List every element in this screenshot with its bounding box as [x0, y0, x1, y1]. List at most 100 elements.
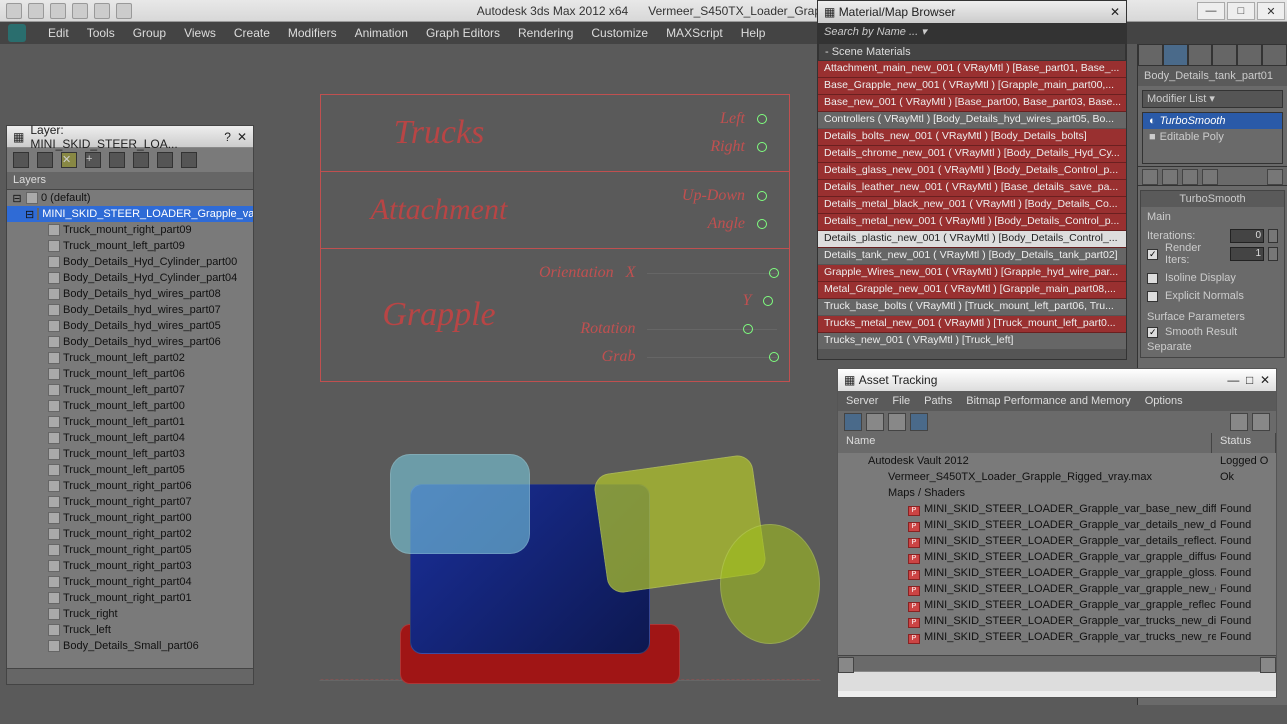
rig-knob[interactable] — [757, 114, 767, 124]
layer-row[interactable]: Truck_mount_left_part06 — [7, 366, 253, 382]
rig-knob[interactable] — [757, 142, 767, 152]
material-row[interactable]: Grapple_Wires_new_001 ( VRayMtl ) [Grapp… — [818, 265, 1126, 282]
asset-menu-item[interactable]: File — [892, 395, 910, 407]
col-status[interactable]: Status — [1212, 433, 1276, 453]
asset-row[interactable]: PMINI_SKID_STEER_LOADER_Grapple_var_grap… — [838, 565, 1276, 581]
material-row[interactable]: Trucks_metal_new_001 ( VRayMtl ) [Truck_… — [818, 316, 1126, 333]
material-row[interactable]: Details_glass_new_001 ( VRayMtl ) [Body_… — [818, 163, 1126, 180]
material-list[interactable]: Attachment_main_new_001 ( VRayMtl ) [Bas… — [818, 61, 1126, 357]
tab-motion[interactable] — [1212, 44, 1237, 66]
modifier-stack[interactable]: ◐ TurboSmooth ■ Editable Poly — [1142, 112, 1283, 164]
smooth-result-checkbox[interactable] — [1147, 327, 1158, 338]
layer-tool-button[interactable] — [13, 152, 29, 168]
menu-item[interactable]: Animation — [355, 26, 408, 40]
spinner-arrows[interactable] — [1268, 229, 1278, 243]
close-button[interactable]: ✕ — [1257, 2, 1285, 20]
material-row[interactable]: Details_metal_black_new_001 ( VRayMtl ) … — [818, 197, 1126, 214]
material-row[interactable]: Base_Grapple_new_001 ( VRayMtl ) [Grappl… — [818, 78, 1126, 95]
layer-row[interactable]: Truck_mount_right_part02 — [7, 526, 253, 542]
help-icon[interactable]: ? — [224, 130, 231, 144]
asset-tracking-title[interactable]: ▦ Asset Tracking — □ ✕ — [838, 369, 1276, 391]
asset-menu-item[interactable]: Server — [846, 395, 878, 407]
menu-item[interactable]: Rendering — [518, 26, 573, 40]
rollout-title[interactable]: TurboSmooth — [1141, 191, 1284, 207]
asset-row[interactable]: PMINI_SKID_STEER_LOADER_Grapple_var_grap… — [838, 581, 1276, 597]
qat-button[interactable] — [94, 3, 110, 19]
material-row[interactable]: Controllers ( VRayMtl ) [Body_Details_hy… — [818, 112, 1126, 129]
layer-hscroll[interactable] — [7, 668, 253, 684]
material-search[interactable]: Search by Name ... ▾ — [818, 23, 1126, 43]
layer-row[interactable]: Body_Details_Small_part06 — [7, 638, 253, 654]
modifier-row[interactable]: ◐ TurboSmooth — [1143, 113, 1282, 129]
layer-row[interactable]: Truck_mount_left_part03 — [7, 446, 253, 462]
layer-tree[interactable]: ⊟0 (default)⊟MINI_SKID_STEER_LOADER_Grap… — [7, 190, 253, 668]
menu-item[interactable]: Create — [234, 26, 270, 40]
layer-row[interactable]: ⊟0 (default) — [7, 190, 253, 206]
asset-list[interactable]: Autodesk Vault 2012Logged OVermeer_S450T… — [838, 453, 1276, 655]
rig-slider[interactable] — [647, 357, 777, 358]
rig-slider[interactable] — [647, 329, 777, 330]
stack-tool-button[interactable] — [1142, 169, 1158, 185]
layer-tool-button[interactable] — [133, 152, 149, 168]
minimize-button[interactable]: — — [1197, 2, 1225, 20]
maximize-button[interactable]: □ — [1227, 2, 1255, 20]
menu-item[interactable]: Modifiers — [288, 26, 337, 40]
layer-row[interactable]: Truck_mount_left_part09 — [7, 238, 253, 254]
layer-panel-title[interactable]: ▦Layer: MINI_SKID_STEER_LOA... ? ✕ — [7, 126, 253, 148]
asset-menu-item[interactable]: Paths — [924, 395, 952, 407]
layer-row[interactable]: Truck_mount_left_part02 — [7, 350, 253, 366]
rig-knob[interactable] — [763, 296, 773, 306]
layer-tool-button[interactable] — [157, 152, 173, 168]
material-row[interactable]: Details_plastic_new_001 ( VRayMtl ) [Bod… — [818, 231, 1126, 248]
stack-tool-button[interactable] — [1162, 169, 1178, 185]
layer-row[interactable]: Truck_left — [7, 622, 253, 638]
material-row[interactable]: Details_bolts_new_001 ( VRayMtl ) [Body_… — [818, 129, 1126, 146]
material-row[interactable]: Truck_base_bolts ( VRayMtl ) [Truck_moun… — [818, 299, 1126, 316]
stack-tool-button[interactable] — [1267, 169, 1283, 185]
qat-button[interactable] — [72, 3, 88, 19]
material-row[interactable]: Details_metal_new_001 ( VRayMtl ) [Body_… — [818, 214, 1126, 231]
material-browser-title[interactable]: ▦ Material/Map Browser ✕ — [818, 1, 1126, 23]
asset-row[interactable]: Autodesk Vault 2012Logged O — [838, 453, 1276, 469]
material-row[interactable]: Metal_Grapple_new_001 ( VRayMtl ) [Grapp… — [818, 282, 1126, 299]
material-row[interactable]: Details_chrome_new_001 ( VRayMtl ) [Body… — [818, 146, 1126, 163]
explicit-normals-checkbox[interactable] — [1147, 291, 1158, 302]
layer-tool-button[interactable]: + — [85, 152, 101, 168]
layer-tool-button[interactable] — [181, 152, 197, 168]
material-row[interactable]: Details_leather_new_001 ( VRayMtl ) [Bas… — [818, 180, 1126, 197]
asset-tool-button[interactable] — [866, 413, 884, 431]
layer-row[interactable]: Body_Details_hyd_wires_part06 — [7, 334, 253, 350]
modifier-row[interactable]: ■ Editable Poly — [1143, 129, 1282, 145]
layer-row[interactable]: Truck_mount_right_part05 — [7, 542, 253, 558]
model-preview[interactable] — [320, 424, 820, 724]
asset-row[interactable]: PMINI_SKID_STEER_LOADER_Grapple_var_grap… — [838, 549, 1276, 565]
asset-row[interactable]: PMINI_SKID_STEER_LOADER_Grapple_var_truc… — [838, 613, 1276, 629]
tab-display[interactable] — [1237, 44, 1262, 66]
modifier-list-dropdown[interactable]: Modifier List ▾ — [1142, 90, 1283, 108]
iterations-spinner[interactable]: 0 — [1230, 229, 1264, 243]
qat-button[interactable] — [116, 3, 132, 19]
layer-tool-button[interactable] — [109, 152, 125, 168]
rig-knob[interactable] — [757, 219, 767, 229]
spinner-arrows[interactable] — [1268, 247, 1278, 261]
asset-row[interactable]: Maps / Shaders — [838, 485, 1276, 501]
asset-hscroll[interactable] — [838, 655, 1276, 671]
minimize-icon[interactable]: — — [1227, 373, 1239, 387]
asset-menu-item[interactable]: Bitmap Performance and Memory — [966, 395, 1130, 407]
stack-tool-button[interactable] — [1182, 169, 1198, 185]
layer-row[interactable]: Truck_right — [7, 606, 253, 622]
layer-row[interactable]: Truck_mount_left_part05 — [7, 462, 253, 478]
close-icon[interactable]: ✕ — [1110, 5, 1120, 19]
asset-row[interactable]: PMINI_SKID_STEER_LOADER_Grapple_var_base… — [838, 501, 1276, 517]
layer-row[interactable]: Body_Details_hyd_wires_part05 — [7, 318, 253, 334]
qat-button[interactable] — [50, 3, 66, 19]
isoline-checkbox[interactable] — [1147, 273, 1158, 284]
asset-tool-button[interactable] — [910, 413, 928, 431]
scene-materials-header[interactable]: - Scene Materials — [818, 43, 1126, 61]
tab-create[interactable] — [1138, 44, 1163, 66]
maximize-icon[interactable]: □ — [1246, 373, 1253, 387]
asset-row[interactable]: PMINI_SKID_STEER_LOADER_Grapple_var_deta… — [838, 517, 1276, 533]
asset-tool-button[interactable] — [1230, 413, 1248, 431]
asset-row[interactable]: PMINI_SKID_STEER_LOADER_Grapple_var_deta… — [838, 533, 1276, 549]
menu-item[interactable]: Tools — [87, 26, 115, 40]
